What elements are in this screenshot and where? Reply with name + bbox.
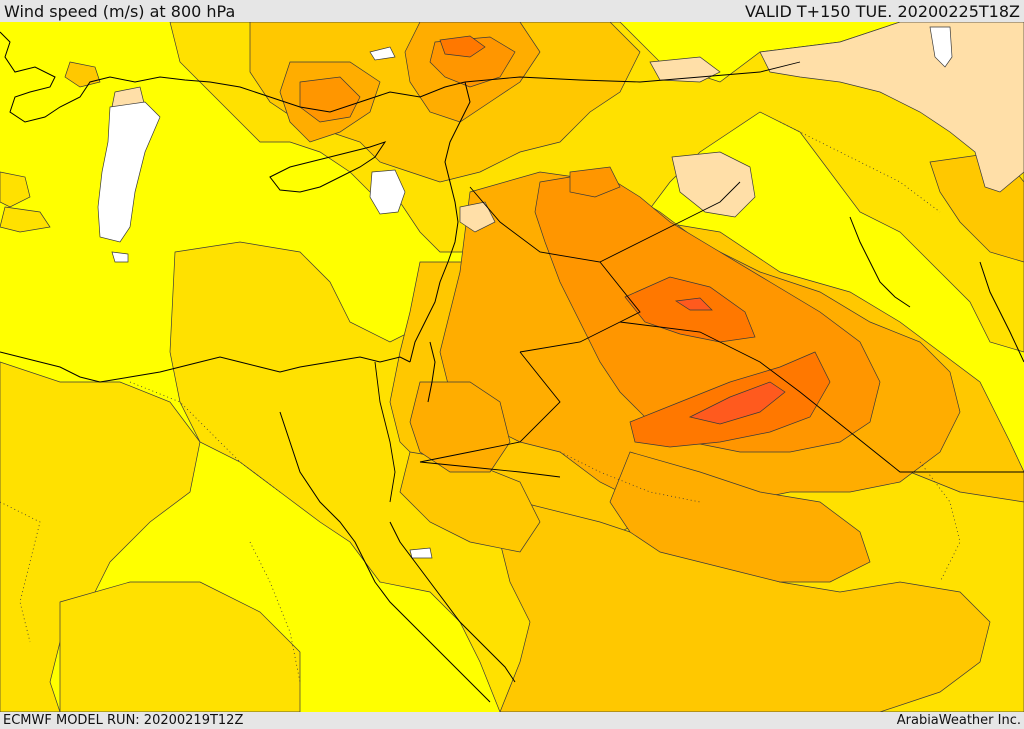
dotted-contour-a [129, 381, 281, 493]
band-7-cell [674, 297, 713, 311]
calm-cyprus-south [369, 169, 406, 215]
header-bar: Wind speed (m/s) at 800 hPa VALID T+150 … [0, 0, 1024, 22]
map-title: Wind speed (m/s) at 800 hPa [4, 1, 236, 21]
band-4-jordan [409, 381, 511, 473]
dotted-contour-f [919, 461, 961, 583]
borders [374, 61, 1024, 503]
model-run: ECMWF MODEL RUN: 20200219T12Z [3, 713, 244, 728]
border-egypt-israel [374, 361, 396, 503]
band-3-cell-a [64, 61, 101, 88]
band-2-southwest [59, 581, 301, 712]
footer-bar: ECMWF MODEL RUN: 20200219T12Z ArabiaWeat… [0, 712, 1024, 729]
peach-cell-a [649, 56, 721, 83]
provider-credit: ArabiaWeather Inc. [896, 713, 1021, 728]
band-6-cell-a [439, 35, 486, 58]
band-2-west [0, 361, 201, 712]
coast-dead-sea [427, 341, 436, 403]
dotted-contour-e [249, 541, 301, 683]
band-7-regions [674, 297, 786, 425]
pale-wind-patches [111, 22, 1024, 233]
valid-time: VALID T+150 TUE. 20200225T18Z [744, 1, 1020, 21]
dotted-contour-b [0, 501, 41, 643]
coast-cyprus [269, 141, 387, 193]
band-4-south [609, 451, 871, 583]
coast-gulf [849, 216, 911, 308]
wind-field-svg [0, 22, 1024, 712]
coast-levant [409, 81, 471, 363]
peach-northeast [759, 22, 1024, 193]
peach-cell-c [459, 201, 496, 233]
wind-speed-map [0, 22, 1024, 712]
coast-red-sea-east [389, 521, 516, 683]
calm-patches [97, 26, 953, 559]
band-7-core [688, 381, 786, 425]
calm-cell-b [409, 547, 433, 559]
calm-northeast [929, 26, 953, 68]
coastlines [0, 31, 1024, 703]
coast-turkey [0, 31, 466, 123]
border-jordan-saudi [419, 351, 561, 463]
calm-aegean [97, 101, 161, 243]
calm-cell-a [111, 251, 129, 263]
coast-north-africa [0, 351, 411, 383]
coast-east [979, 261, 1024, 363]
calm-cell-c [369, 46, 396, 61]
border-iraq-north [599, 181, 741, 263]
border-syria-iraq [469, 186, 641, 353]
border-saudi-west [419, 461, 561, 478]
band-2-cell-a [0, 171, 31, 208]
coast-red-sea-west [279, 411, 491, 703]
band-2-cell-b [0, 206, 51, 233]
border-saudi-iraq [619, 321, 1024, 473]
border-turkey-south [464, 61, 801, 83]
dotted-contour-d [559, 451, 701, 503]
peach-cell-b [671, 151, 756, 218]
band-5-cell-a [569, 166, 621, 198]
dotted-contours [0, 121, 961, 683]
